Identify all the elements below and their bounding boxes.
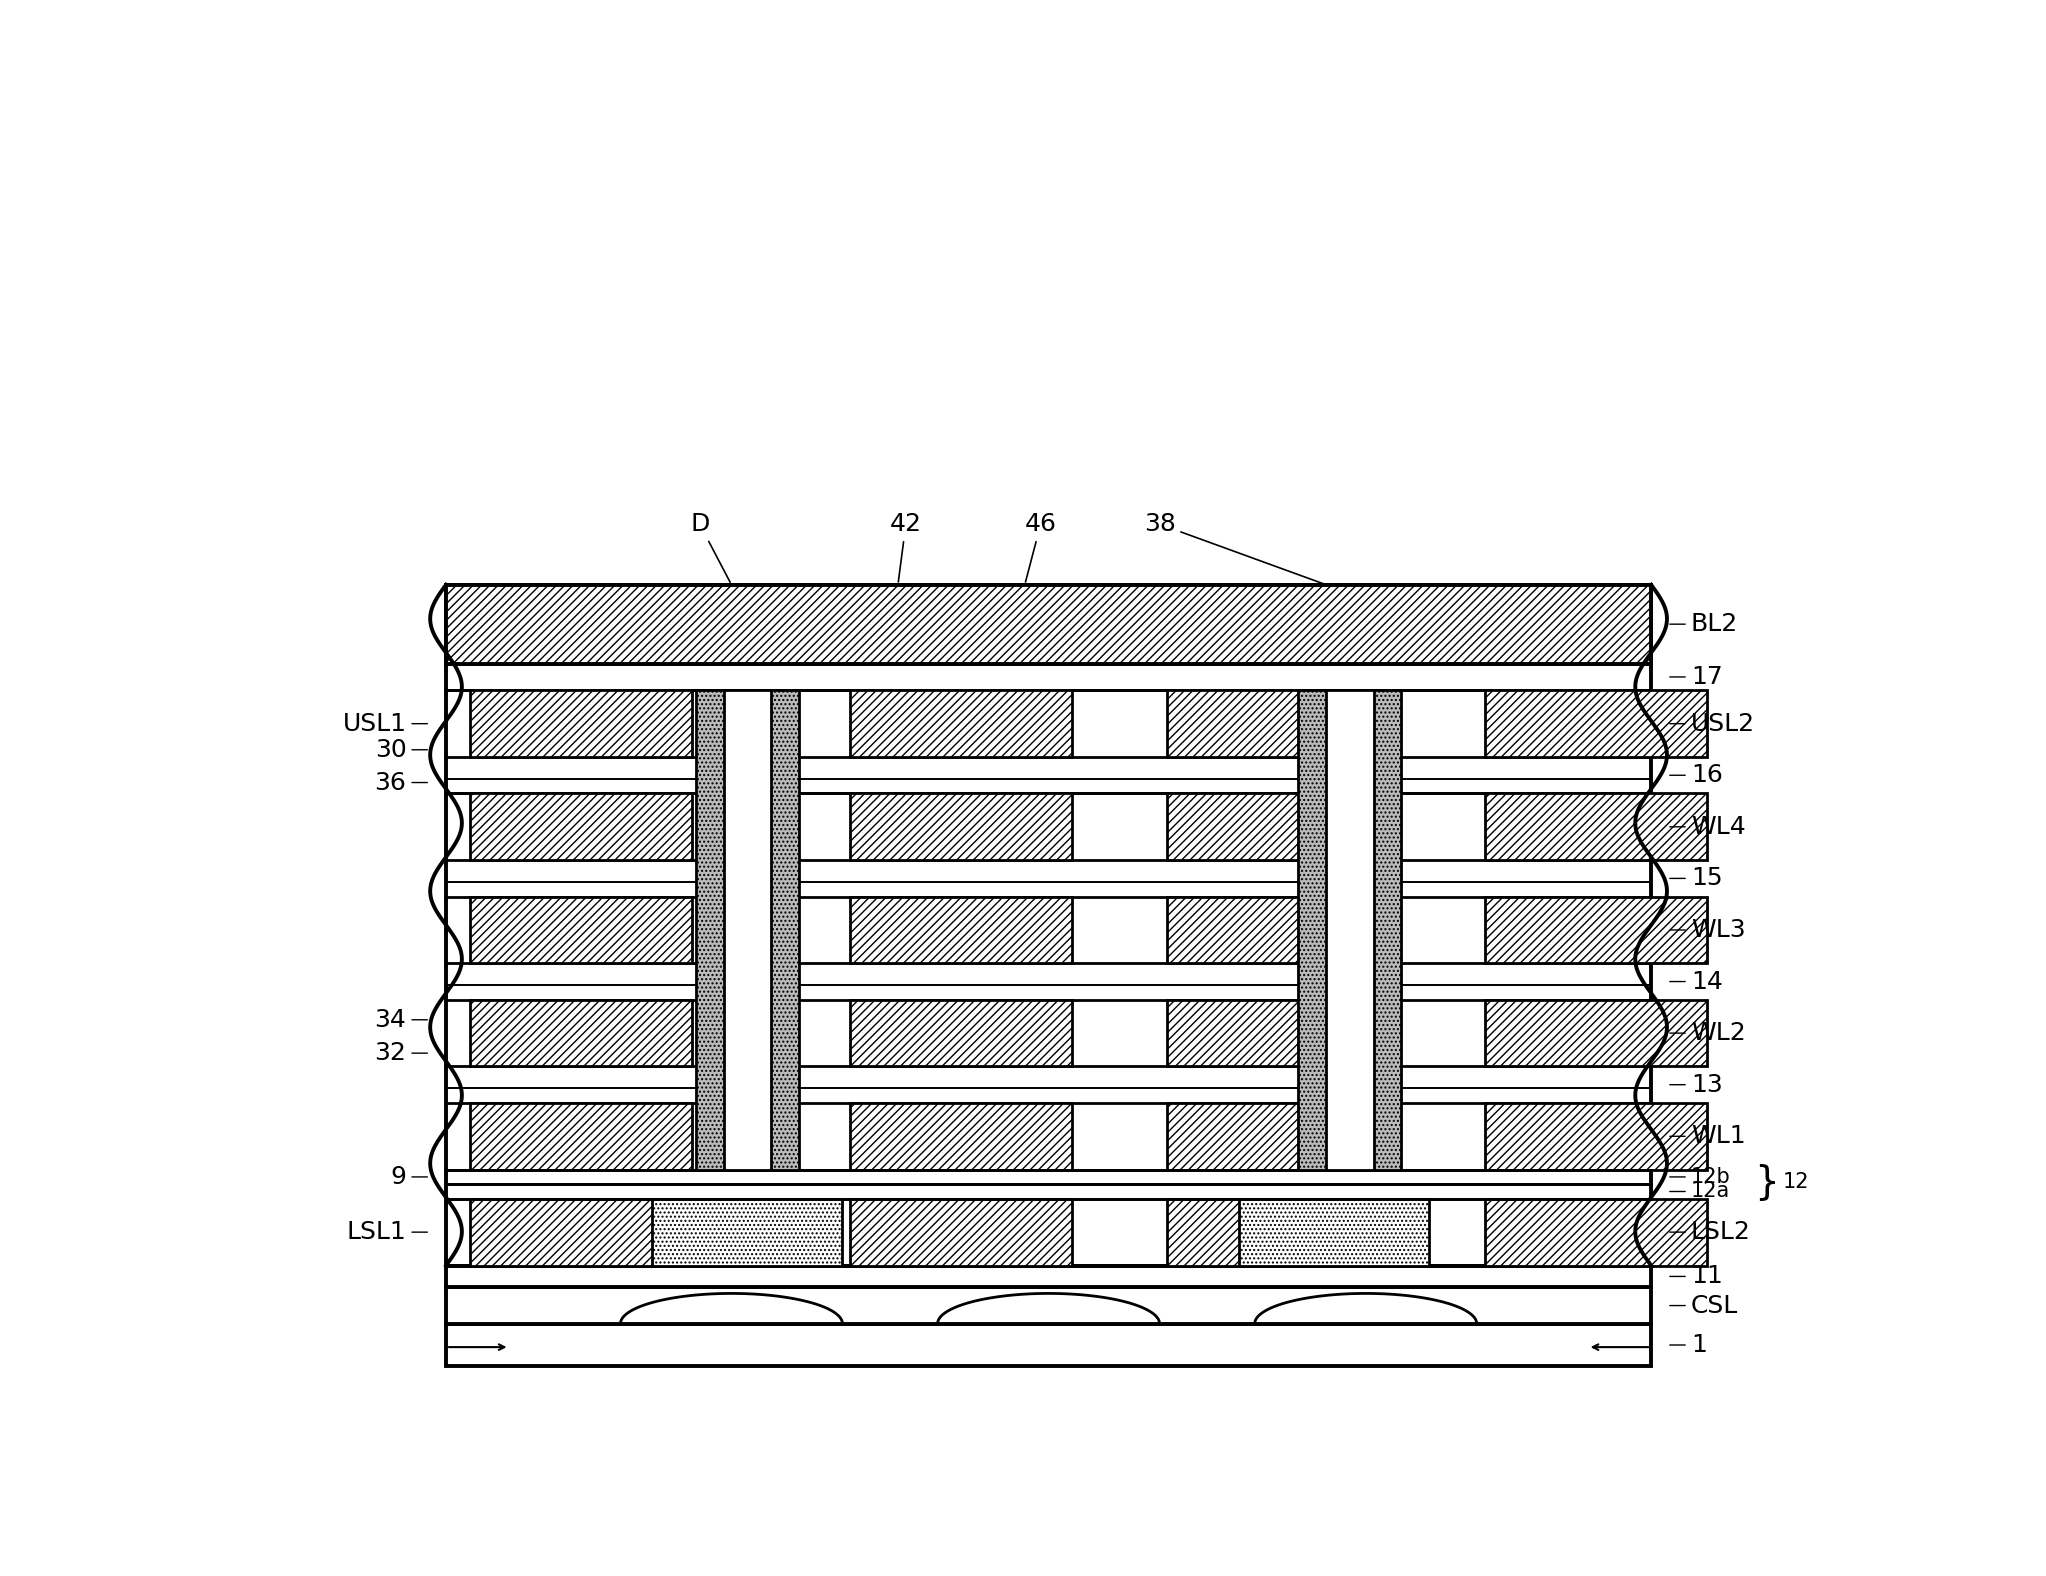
Text: 12: 12 (1782, 1173, 1809, 1191)
Bar (1168, 1199, 1389, 1266)
Text: 9: 9 (391, 1165, 428, 1188)
Bar (446, 1324, 1651, 1366)
Bar (446, 1288, 1651, 1324)
Text: }: } (1753, 1163, 1778, 1201)
Text: LSL2: LSL2 (1670, 1220, 1751, 1243)
Bar (1485, 690, 1706, 756)
Bar (724, 690, 771, 1169)
Text: LSL1: LSL1 (346, 1220, 428, 1243)
Text: D: D (690, 512, 730, 582)
Text: 42: 42 (890, 512, 923, 582)
Text: 11: 11 (1670, 1264, 1723, 1289)
Bar (851, 690, 1072, 756)
Text: 13: 13 (1670, 1073, 1723, 1097)
Bar (1485, 1103, 1706, 1169)
Bar (1240, 1199, 1428, 1266)
Bar (1168, 690, 1389, 756)
Text: WL2: WL2 (1670, 1021, 1745, 1045)
Text: BL2: BL2 (1670, 611, 1737, 637)
Bar (1168, 897, 1389, 963)
Bar (471, 897, 692, 963)
Text: USL2: USL2 (1670, 712, 1755, 736)
Bar (851, 999, 1072, 1067)
Text: 34: 34 (374, 1007, 428, 1032)
Bar (653, 1199, 843, 1266)
Bar (471, 690, 692, 756)
Text: 30: 30 (374, 738, 428, 761)
Text: 1: 1 (1670, 1333, 1706, 1357)
Text: CSL: CSL (1670, 1294, 1737, 1318)
Bar (1485, 999, 1706, 1067)
Bar (1485, 897, 1706, 963)
Text: 16: 16 (1670, 763, 1723, 788)
Text: 32: 32 (374, 1042, 428, 1065)
Bar (851, 1199, 1072, 1266)
Bar (1168, 793, 1389, 860)
Bar (1485, 793, 1706, 860)
Bar (1168, 999, 1389, 1067)
Bar (696, 690, 798, 1169)
Text: WL1: WL1 (1670, 1124, 1745, 1149)
Bar (1168, 1103, 1389, 1169)
Bar (1299, 690, 1402, 1169)
Text: 17: 17 (1670, 665, 1723, 689)
Bar (471, 999, 692, 1067)
Bar (471, 1199, 692, 1266)
Text: 14: 14 (1670, 969, 1723, 993)
Bar (1326, 690, 1373, 1169)
Bar (446, 585, 1651, 1266)
Bar (851, 793, 1072, 860)
Bar (446, 585, 1651, 663)
Text: 15: 15 (1670, 867, 1723, 890)
Bar (471, 793, 692, 860)
Text: WL3: WL3 (1670, 917, 1745, 942)
Bar (471, 1103, 692, 1169)
Bar (851, 1103, 1072, 1169)
Bar (1485, 1199, 1706, 1266)
Text: 38: 38 (1144, 512, 1324, 583)
Text: 12a: 12a (1670, 1182, 1731, 1201)
Bar (851, 897, 1072, 963)
Text: USL1: USL1 (342, 712, 428, 736)
Text: 46: 46 (1025, 512, 1056, 582)
Bar (446, 1266, 1651, 1288)
Text: 36: 36 (374, 771, 428, 794)
Text: WL4: WL4 (1670, 815, 1745, 838)
Text: 12b: 12b (1670, 1166, 1731, 1187)
